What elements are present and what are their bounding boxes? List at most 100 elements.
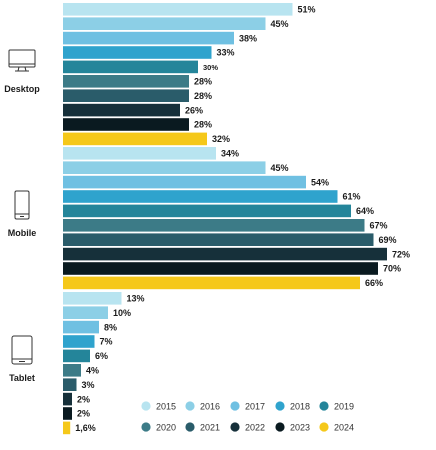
legend-item-2019: 2019 <box>319 401 354 411</box>
bar-mobile-2015 <box>63 147 216 160</box>
bar-desktop-2020 <box>63 75 189 88</box>
legend-label: 2015 <box>156 401 176 411</box>
bar-value-label: 72% <box>392 249 410 259</box>
legend-swatch <box>185 401 195 411</box>
group-mobile: 34% 45% 54% 61% 64% 67% 69% 72% 70%66% Mobile <box>8 147 410 290</box>
bar-tablet-2017 <box>63 320 99 334</box>
legend-swatch <box>275 401 285 411</box>
bar-mobile-2021 <box>63 233 374 246</box>
bar-mobile-2018 <box>63 190 338 203</box>
legend-item-2023: 2023 <box>275 422 310 432</box>
bar-tablet-2020 <box>63 364 81 377</box>
bar-mobile-2019 <box>63 204 351 218</box>
group-label: Tablet <box>9 373 35 383</box>
bar-tablet-2024 <box>63 421 71 435</box>
bar-value-label: 28% <box>194 77 212 87</box>
legend-item-2020: 2020 <box>141 422 176 432</box>
bar-tablet-2022 <box>63 392 72 406</box>
bar-mobile-2024 <box>63 276 360 290</box>
legend-label: 2017 <box>245 401 265 411</box>
legend-label: 2016 <box>200 401 220 411</box>
legend-swatch <box>319 422 329 432</box>
group-label: Mobile <box>8 228 37 238</box>
legend-label: 2024 <box>334 422 354 432</box>
bar-value-label: 54% <box>311 177 329 187</box>
bar-value-label: 1,6% <box>75 423 96 433</box>
bar-value-label: 67% <box>370 221 388 231</box>
chart-groups: 51%45%38%33%30%28%28%26%28%32%Desktop34%… <box>4 3 410 435</box>
legend-label: 2021 <box>200 422 220 432</box>
bar-desktop-2024 <box>63 132 207 146</box>
legend-item-2015: 2015 <box>141 401 176 411</box>
bar-value-label: 66% <box>365 278 383 288</box>
bar-tablet-2021 <box>63 378 77 391</box>
bar-value-label: 64% <box>356 206 374 216</box>
legend-label: 2019 <box>334 401 354 411</box>
tablet-icon <box>11 335 33 365</box>
bar-desktop-2019 <box>63 60 198 74</box>
bar-value-label: 28% <box>194 91 212 101</box>
legend-item-2024: 2024 <box>319 422 354 432</box>
legend-swatch <box>275 422 285 432</box>
bar-tablet-2016 <box>63 306 108 319</box>
bar-value-label: 8% <box>104 322 117 332</box>
group-tablet: 13% 10% 8% 7% 6% 4% 3% 2% 2% 1,6% Tablet <box>9 292 145 435</box>
mobile-icon <box>14 190 30 220</box>
bar-value-label: 69% <box>379 235 397 245</box>
legend-item-2021: 2021 <box>185 422 220 432</box>
bar-value-label: 32% <box>212 134 230 144</box>
bar-value-label: 2% <box>77 394 90 404</box>
bar-mobile-2017 <box>63 175 306 189</box>
bar-value-label: 33% <box>217 48 235 58</box>
bar-value-label: 4% <box>86 366 99 376</box>
bar-mobile-2023 <box>63 262 378 275</box>
bar-value-label: 2% <box>77 409 90 419</box>
legend-label: 2023 <box>290 422 310 432</box>
bar-value-label: 28% <box>194 120 212 130</box>
legend-item-2017: 2017 <box>230 401 265 411</box>
legend: 2015 2016 2017 2018 2019 2020 2021 2022 2023 2024 <box>141 401 354 432</box>
bar-desktop-2021 <box>63 89 189 102</box>
legend-swatch <box>319 401 329 411</box>
group-desktop: 51%45%38%33%30%28%28%26%28%32%Desktop <box>4 3 316 146</box>
bar-value-label: 30% <box>203 63 218 72</box>
bar-value-label: 45% <box>271 19 289 29</box>
bar-mobile-2022 <box>63 247 387 261</box>
bar-desktop-2017 <box>63 31 234 45</box>
bar-value-label: 7% <box>100 337 113 347</box>
bar-value-label: 6% <box>95 351 108 361</box>
bar-desktop-2015 <box>63 3 293 16</box>
legend-swatch <box>141 422 151 432</box>
legend-swatch <box>230 422 240 432</box>
bar-value-label: 34% <box>221 149 239 159</box>
bar-desktop-2023 <box>63 118 189 131</box>
bar-value-label: 13% <box>127 294 145 304</box>
bar-value-label: 70% <box>383 264 401 274</box>
bar-value-label: 45% <box>271 163 289 173</box>
bar-tablet-2019 <box>63 349 90 363</box>
legend-label: 2022 <box>245 422 265 432</box>
bar-value-label: 61% <box>343 192 361 202</box>
bar-value-label: 3% <box>82 380 95 390</box>
legend-label: 2020 <box>156 422 176 432</box>
bar-mobile-2020 <box>63 219 365 232</box>
bar-desktop-2016 <box>63 17 266 30</box>
desktop-icon <box>8 49 36 72</box>
bar-value-label: 26% <box>185 105 203 115</box>
legend-swatch <box>230 401 240 411</box>
legend-item-2016: 2016 <box>185 401 220 411</box>
bar-value-label: 10% <box>113 308 131 318</box>
bar-value-label: 51% <box>298 5 316 15</box>
group-label: Desktop <box>4 84 40 94</box>
legend-item-2022: 2022 <box>230 422 265 432</box>
bar-desktop-2022 <box>63 103 180 117</box>
legend-swatch <box>185 422 195 432</box>
bar-mobile-2016 <box>63 161 266 174</box>
bar-value-label: 38% <box>239 33 257 43</box>
legend-label: 2018 <box>290 401 310 411</box>
bar-tablet-2015 <box>63 292 122 305</box>
bar-tablet-2023 <box>63 407 72 420</box>
bar-desktop-2018 <box>63 46 212 59</box>
legend-swatch <box>141 401 151 411</box>
